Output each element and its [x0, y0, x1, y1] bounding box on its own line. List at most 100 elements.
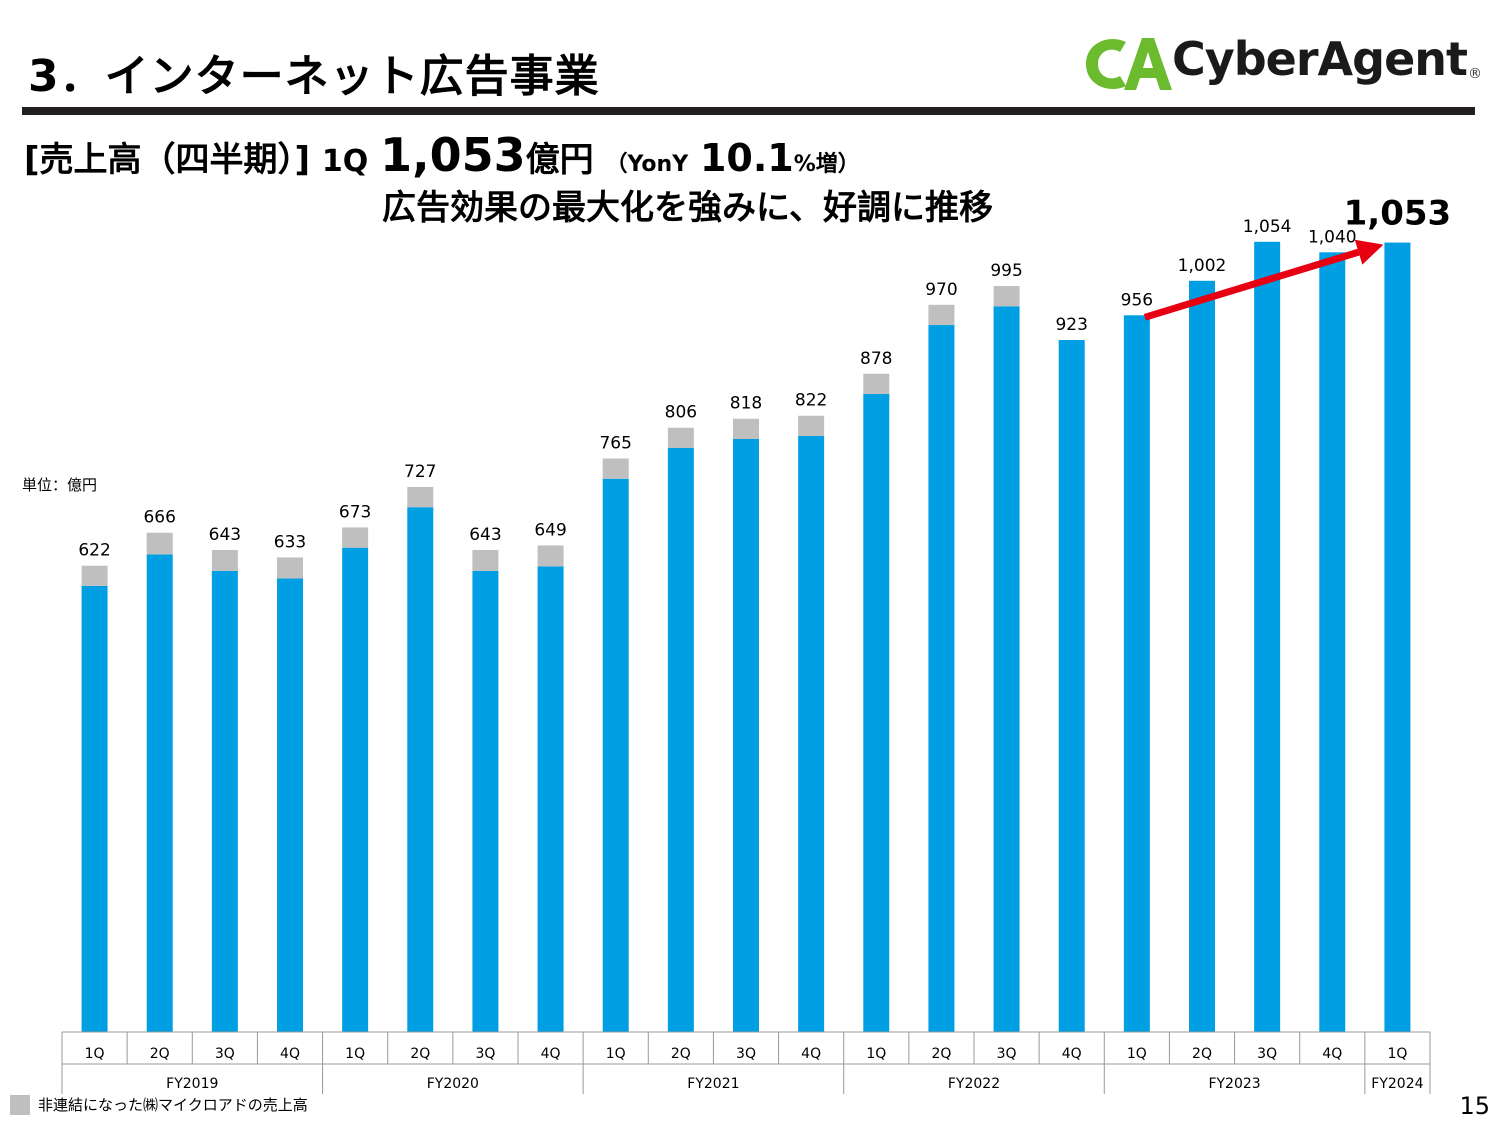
- bar-segment-adtech: [733, 438, 759, 1032]
- category-tick-label: 1Q: [345, 1046, 365, 1062]
- bar-segment-adtech: [993, 306, 1020, 1032]
- data-label: 995: [990, 261, 1022, 281]
- bar-segment-adtech: [407, 507, 434, 1033]
- bar-segment-adtech: [863, 394, 890, 1032]
- bar-segment-adtech: [1254, 241, 1281, 1033]
- bar-segment-microad: [407, 486, 434, 508]
- category-tick-label: 1Q: [85, 1046, 105, 1062]
- group-tick-label: FY2022: [948, 1076, 1000, 1092]
- headline-unit: 億円: [525, 140, 594, 180]
- category-tick-label: 3Q: [215, 1046, 235, 1062]
- bar-segment-adtech: [211, 570, 238, 1032]
- bar-segment-microad: [798, 415, 825, 436]
- category-tick-label: 4Q: [280, 1046, 300, 1062]
- data-label: 727: [404, 462, 436, 482]
- data-label: 622: [78, 541, 110, 561]
- bar-segment-adtech: [798, 435, 825, 1032]
- category-tick-label: 1Q: [606, 1046, 626, 1062]
- growth-arrow-head: [1354, 239, 1384, 265]
- bar-segment-microad: [146, 532, 173, 555]
- category-tick-label: 3Q: [997, 1046, 1017, 1062]
- headline-yony-suffix: %増）: [793, 152, 860, 177]
- headline: [売上高（四半期）] 1Q 1,053億円 （YonY 10.1%増）: [24, 130, 860, 190]
- bar-segment-microad: [277, 557, 303, 579]
- data-label: 643: [209, 525, 241, 545]
- bar-segment-microad: [667, 427, 694, 448]
- category-tick-label: 3Q: [1257, 1046, 1277, 1062]
- data-label: 822: [795, 391, 827, 411]
- bar-segment-adtech: [146, 554, 173, 1032]
- legend-swatch: [10, 1094, 30, 1115]
- data-label: 956: [1121, 290, 1153, 310]
- bar-segment-adtech: [1384, 242, 1411, 1032]
- group-tick-label: FY2019: [166, 1076, 218, 1092]
- legend-label: 非連結になった㈱マイクロアドの売上高: [38, 1096, 308, 1114]
- category-tick-label: 4Q: [1062, 1046, 1082, 1062]
- data-label: 1,002: [1178, 256, 1227, 276]
- category-tick-label: 4Q: [1322, 1046, 1342, 1062]
- bar-segment-adtech: [277, 578, 303, 1032]
- bar-segment-microad: [928, 304, 955, 326]
- data-label: 970: [925, 280, 957, 300]
- bar-segment-microad: [342, 527, 369, 548]
- category-tick-label: 1Q: [1127, 1046, 1147, 1062]
- bar-segment-microad: [81, 565, 108, 586]
- bar-segment-adtech: [81, 585, 108, 1032]
- category-tick-label: 2Q: [410, 1046, 430, 1062]
- bar-segment-adtech: [1319, 252, 1346, 1032]
- group-tick-label: FY2020: [427, 1076, 479, 1092]
- category-tick-label: 2Q: [1192, 1046, 1212, 1062]
- cyberagent-logo: CyberAgent ®: [1080, 28, 1482, 98]
- bar-segment-adtech: [537, 566, 564, 1032]
- data-label: 673: [339, 502, 371, 522]
- bar-segment-microad: [863, 373, 890, 395]
- category-tick-label: 3Q: [736, 1046, 756, 1062]
- bar-segment-adtech: [602, 478, 629, 1032]
- unit-label: 単位：億円: [22, 476, 98, 494]
- bar-segment-adtech: [342, 547, 369, 1032]
- slide-title: 3．インターネット広告事業: [28, 51, 600, 102]
- bar-segment-microad: [472, 549, 499, 571]
- data-label: 643: [469, 525, 501, 545]
- headline-yony-value: 10.1: [699, 136, 794, 180]
- data-label: 806: [665, 403, 697, 423]
- logo-text: CyberAgent: [1172, 32, 1468, 86]
- group-tick-label: FY2021: [687, 1076, 739, 1092]
- data-label: 818: [730, 394, 762, 414]
- group-tick-label: FY2024: [1371, 1076, 1423, 1092]
- bar-segment-adtech: [1189, 280, 1215, 1032]
- bar-segment-microad: [602, 458, 629, 479]
- category-tick-label: 2Q: [931, 1046, 951, 1062]
- growth-arrow-shaft: [1143, 248, 1360, 321]
- headline-yony-open: （YonY: [605, 152, 689, 177]
- category-tick-label: 4Q: [541, 1046, 561, 1062]
- headline-value: 1,053: [380, 128, 526, 182]
- category-tick-label: 2Q: [671, 1046, 691, 1062]
- data-label: 1,053: [1344, 194, 1452, 234]
- group-tick-label: FY2023: [1208, 1076, 1260, 1092]
- category-tick-label: 2Q: [150, 1046, 170, 1062]
- data-label: 633: [274, 532, 306, 552]
- data-label: 1,040: [1308, 227, 1357, 247]
- bar-segment-adtech: [928, 325, 955, 1032]
- bar-segment-microad: [211, 549, 238, 571]
- category-tick-label: 3Q: [475, 1046, 495, 1062]
- title-rule: [22, 107, 1475, 115]
- bar-segment-microad: [537, 545, 564, 567]
- page-number: 15: [1459, 1092, 1490, 1120]
- chart-legend: 非連結になった㈱マイクロアドの売上高: [10, 1094, 308, 1118]
- headline-label: [売上高（四半期）]: [24, 140, 311, 180]
- ca-mark-icon: [1086, 38, 1172, 90]
- data-label: 666: [143, 508, 175, 528]
- bar-segment-adtech: [667, 447, 694, 1032]
- category-tick-label: 1Q: [1387, 1046, 1407, 1062]
- data-label: 878: [860, 349, 892, 369]
- registered-mark: ®: [1468, 66, 1482, 82]
- category-tick-label: 1Q: [866, 1046, 886, 1062]
- bar-segment-adtech: [1058, 340, 1085, 1033]
- data-label: 649: [534, 520, 566, 540]
- data-label: 923: [1055, 315, 1087, 335]
- bar-segment-adtech: [472, 570, 499, 1032]
- data-label: 1,054: [1243, 217, 1292, 237]
